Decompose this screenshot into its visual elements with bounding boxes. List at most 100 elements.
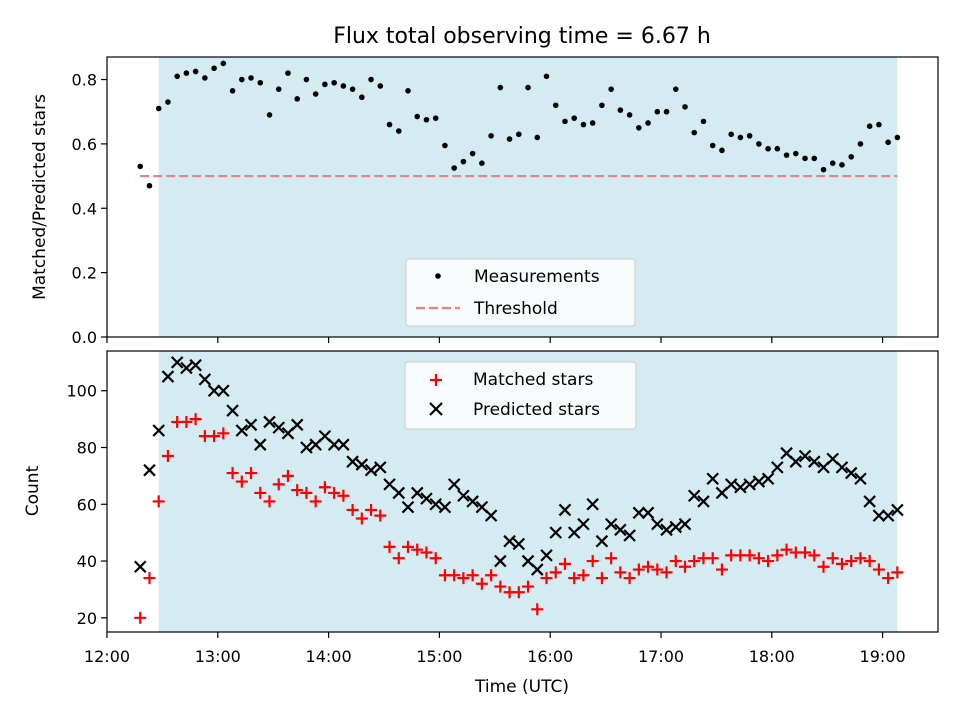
measurement-point: [506, 136, 513, 142]
measurement-point: [432, 115, 439, 121]
measurement-point: [285, 70, 291, 76]
measurement-point: [700, 118, 707, 125]
measurement-point: [829, 160, 836, 167]
bottom-y-axis: 20 40 60 80 100: [66, 382, 107, 628]
measurement-point: [377, 83, 384, 89]
matched-star-point: [651, 563, 664, 576]
matched-star-point: [568, 572, 581, 585]
predicted-star-point: [392, 486, 406, 500]
legend-measurements-marker: [435, 273, 441, 279]
predicted-star-point: [687, 489, 701, 503]
matched-star-point: [549, 566, 562, 579]
matched-star-point: [272, 478, 285, 491]
matched-star-point: [281, 469, 294, 482]
matched-star-point: [383, 540, 396, 553]
predicted-stars-points: [133, 356, 904, 576]
measurement-point: [211, 65, 217, 72]
matched-star-point: [531, 603, 544, 616]
matched-star-point: [808, 549, 821, 562]
predicted-star-point: [641, 506, 655, 520]
predicted-star-point: [706, 472, 719, 486]
matched-star-point: [642, 560, 655, 573]
predicted-star-point: [789, 455, 803, 468]
matched-star-point: [743, 549, 756, 562]
predicted-star-point: [669, 520, 683, 534]
matched-star-point: [845, 555, 858, 568]
matched-star-point: [494, 580, 507, 593]
matched-stars-points: [134, 413, 904, 624]
predicted-star-point: [161, 370, 175, 383]
bottom-legend-box: [404, 361, 637, 430]
measurement-point: [599, 102, 605, 109]
measurement-point: [783, 152, 790, 158]
matched-star-point: [512, 586, 525, 599]
measurement-point: [811, 155, 818, 162]
x-tick-label: 13:00: [195, 647, 241, 666]
legend-predicted-marker: [429, 402, 443, 416]
predicted-star-point: [872, 509, 886, 522]
measurement-point: [525, 84, 531, 91]
top-panel: 0.00.20.40.60.8 Matched/Predicted stars …: [30, 56, 939, 347]
predicted-star-point: [420, 492, 433, 505]
x-tick-label: 18:00: [749, 647, 795, 666]
predicted-star-point: [651, 517, 664, 531]
top-y-tick-label: 0.6: [72, 135, 97, 154]
predicted-star-point: [863, 495, 876, 508]
predicted-star-point: [410, 486, 424, 500]
measurement-point: [756, 141, 762, 147]
measurement-point: [802, 155, 808, 162]
predicted-star-point: [364, 463, 378, 477]
measurement-point: [654, 108, 661, 115]
predicted-star-point: [503, 534, 516, 548]
predicted-star-point: [374, 461, 387, 474]
predicted-star-point: [604, 517, 618, 531]
matched-star-point: [291, 484, 304, 497]
measurement-point: [349, 86, 356, 92]
measurement-point: [137, 163, 144, 170]
matched-star-point: [623, 572, 636, 585]
top-y-tick-label: 0.8: [72, 71, 97, 90]
measurement-point: [423, 116, 430, 123]
measurement-point: [719, 147, 725, 154]
legend-threshold-label: Threshold: [473, 299, 558, 319]
measurement-point: [359, 94, 365, 101]
measurement-point: [737, 134, 744, 141]
x-tick-label: 14:00: [306, 647, 352, 666]
measurement-point: [516, 131, 522, 138]
measurement-point: [395, 128, 402, 134]
matched-star-point: [835, 557, 848, 570]
measurement-point: [626, 112, 633, 118]
measurement-point: [839, 162, 845, 168]
bottom-y-tick-label: 80: [77, 439, 97, 458]
predicted-star-point: [152, 424, 165, 437]
measurement-point: [220, 60, 227, 67]
matched-star-point: [392, 552, 405, 565]
bottom-y-tick-label: 60: [77, 495, 97, 514]
predicted-star-point: [660, 523, 673, 537]
matched-star-point: [235, 475, 248, 488]
measurement-point: [303, 76, 310, 83]
measurement-point: [322, 81, 328, 88]
predicted-star-point: [429, 497, 442, 511]
measurement-point: [469, 150, 476, 157]
predicted-star-point: [244, 418, 258, 432]
measurement-point: [691, 129, 698, 136]
measurement-point: [534, 134, 541, 141]
predicted-star-point: [494, 554, 507, 568]
measurement-point: [746, 133, 753, 139]
predicted-star-point: [549, 526, 563, 539]
matched-star-point: [328, 486, 341, 499]
predicted-star-point: [466, 495, 479, 508]
measurement-point: [183, 70, 190, 76]
predicted-star-point: [623, 529, 636, 542]
measurement-point: [488, 133, 494, 139]
measurement-point: [543, 73, 550, 80]
matched-star-point: [863, 555, 876, 568]
matched-star-point: [208, 430, 221, 443]
x-tick-label: 15:00: [416, 647, 462, 666]
measurement-point: [405, 87, 411, 94]
matched-star-point: [226, 467, 239, 480]
measurement-point: [257, 79, 264, 86]
matched-star-point: [715, 563, 728, 576]
predicted-star-point: [272, 421, 286, 434]
